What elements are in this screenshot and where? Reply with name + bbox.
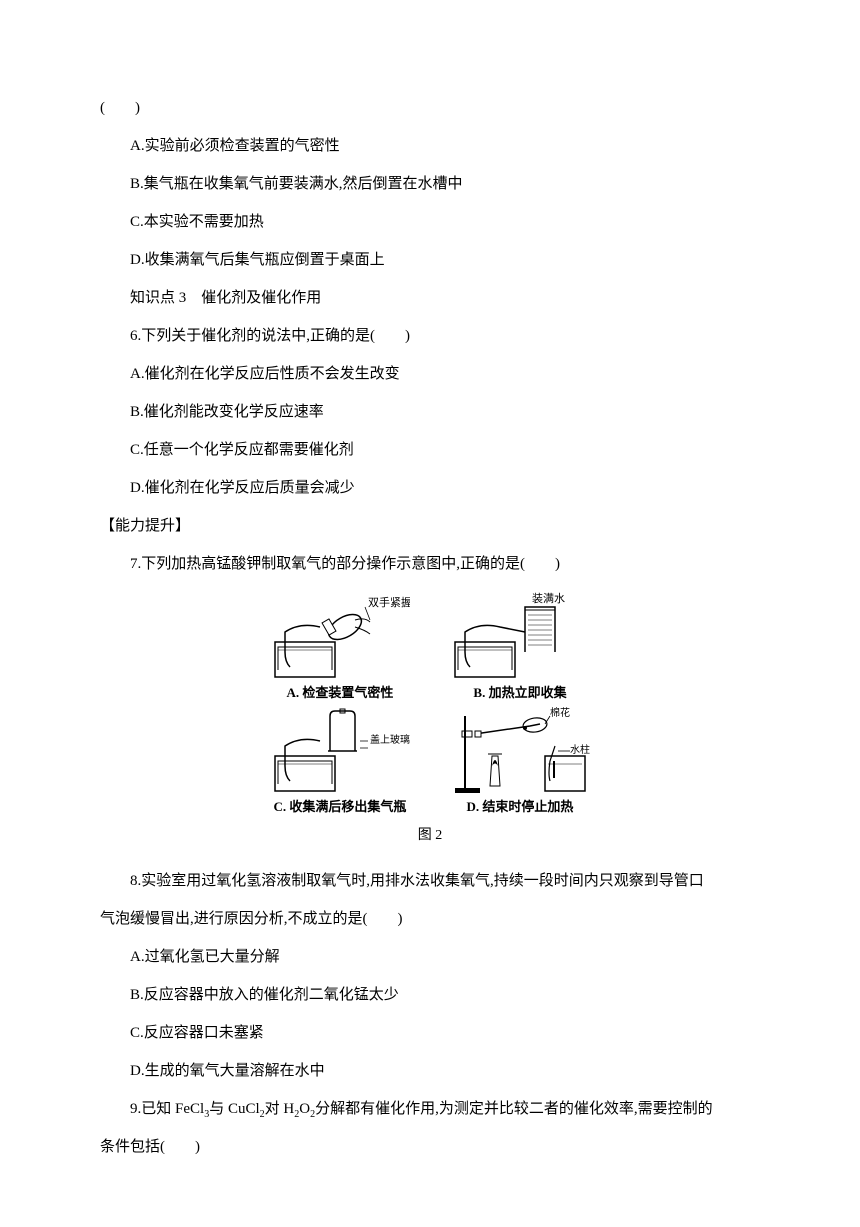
option-6b: B.催化剂能改变化学反应速率	[100, 394, 760, 430]
question-9-line2: 条件包括( )	[100, 1129, 760, 1165]
option-5a: A.实验前必须检查装置的气密性	[100, 128, 760, 164]
figure-2-caption: 图 2	[100, 819, 760, 853]
question-8-line1: 8.实验室用过氧化氢溶液制取氧气时,用排水法收集氧气,持续一段时间内只观察到导管…	[100, 863, 760, 899]
option-6a: A.催化剂在化学反应后性质不会发生改变	[100, 356, 760, 392]
option-8a: A.过氧化氢已大量分解	[100, 939, 760, 975]
figure-d-cell: 棉花 水柱 D. 结束时停止加热	[450, 706, 590, 815]
question-6: 6.下列关于催化剂的说法中,正确的是( )	[100, 318, 760, 354]
figure-b-cell: 装满水 B. 加热立即收集	[450, 592, 590, 701]
figure-2-container: 双手紧握 A. 检查装置气密性 装满水 B. 加热立即收集	[100, 592, 760, 853]
option-8b: B.反应容器中放入的催化剂二氧化锰太少	[100, 977, 760, 1013]
svg-text:盖上玻璃片: 盖上玻璃片	[370, 733, 410, 746]
figure-c-diagram: 盖上玻璃片	[270, 706, 410, 796]
option-8d: D.生成的氧气大量溶解在水中	[100, 1053, 760, 1089]
q9-text-mid2: 对 H	[265, 1101, 295, 1117]
q9-text-suffix: 分解都有催化作用,为测定并比较二者的催化效率,需要控制的	[315, 1101, 713, 1117]
option-5c: C.本实验不需要加热	[100, 204, 760, 240]
option-6d: D.催化剂在化学反应后质量会减少	[100, 470, 760, 506]
figure-d-diagram: 棉花 水柱	[450, 706, 590, 796]
figure-c-label: C. 收集满后移出集气瓶	[274, 799, 407, 815]
figure-a-label: A. 检查装置气密性	[287, 685, 394, 701]
option-8c: C.反应容器口未塞紧	[100, 1015, 760, 1051]
figure-b-diagram: 装满水	[450, 592, 590, 682]
figure-a-cell: 双手紧握 A. 检查装置气密性	[270, 592, 410, 701]
figure-b-label: B. 加热立即收集	[473, 685, 566, 701]
q9-text-mid1: 与 CuCl	[209, 1101, 259, 1117]
option-5d: D.收集满氧气后集气瓶应倒置于桌面上	[100, 242, 760, 278]
svg-text:装满水: 装满水	[532, 592, 565, 605]
svg-text:棉花: 棉花	[550, 706, 570, 719]
question-7: 7.下列加热高锰酸钾制取氧气的部分操作示意图中,正确的是( )	[100, 546, 760, 582]
figure-a-diagram: 双手紧握	[270, 592, 410, 682]
option-5b: B.集气瓶在收集氧气前要装满水,然后倒置在水槽中	[100, 166, 760, 202]
knowledge-point-3: 知识点 3 催化剂及催化作用	[100, 280, 760, 316]
q9-text-prefix: 9.已知 FeCl	[130, 1101, 204, 1117]
q9-text-mid3: O	[299, 1101, 310, 1117]
svg-text:双手紧握: 双手紧握	[368, 595, 410, 609]
svg-text:水柱: 水柱	[570, 743, 590, 756]
option-6c: C.任意一个化学反应都需要催化剂	[100, 432, 760, 468]
figure-d-label: D. 结束时停止加热	[467, 799, 574, 815]
blank-parenthesis: ( )	[100, 90, 760, 126]
ability-heading: 【能力提升】	[100, 508, 760, 544]
question-8-line2: 气泡缓慢冒出,进行原因分析,不成立的是( )	[100, 901, 760, 937]
question-9-line1: 9.已知 FeCl3与 CuCl2对 H2O2分解都有催化作用,为测定并比较二者…	[100, 1091, 760, 1127]
figure-c-cell: 盖上玻璃片 C. 收集满后移出集气瓶	[270, 706, 410, 815]
